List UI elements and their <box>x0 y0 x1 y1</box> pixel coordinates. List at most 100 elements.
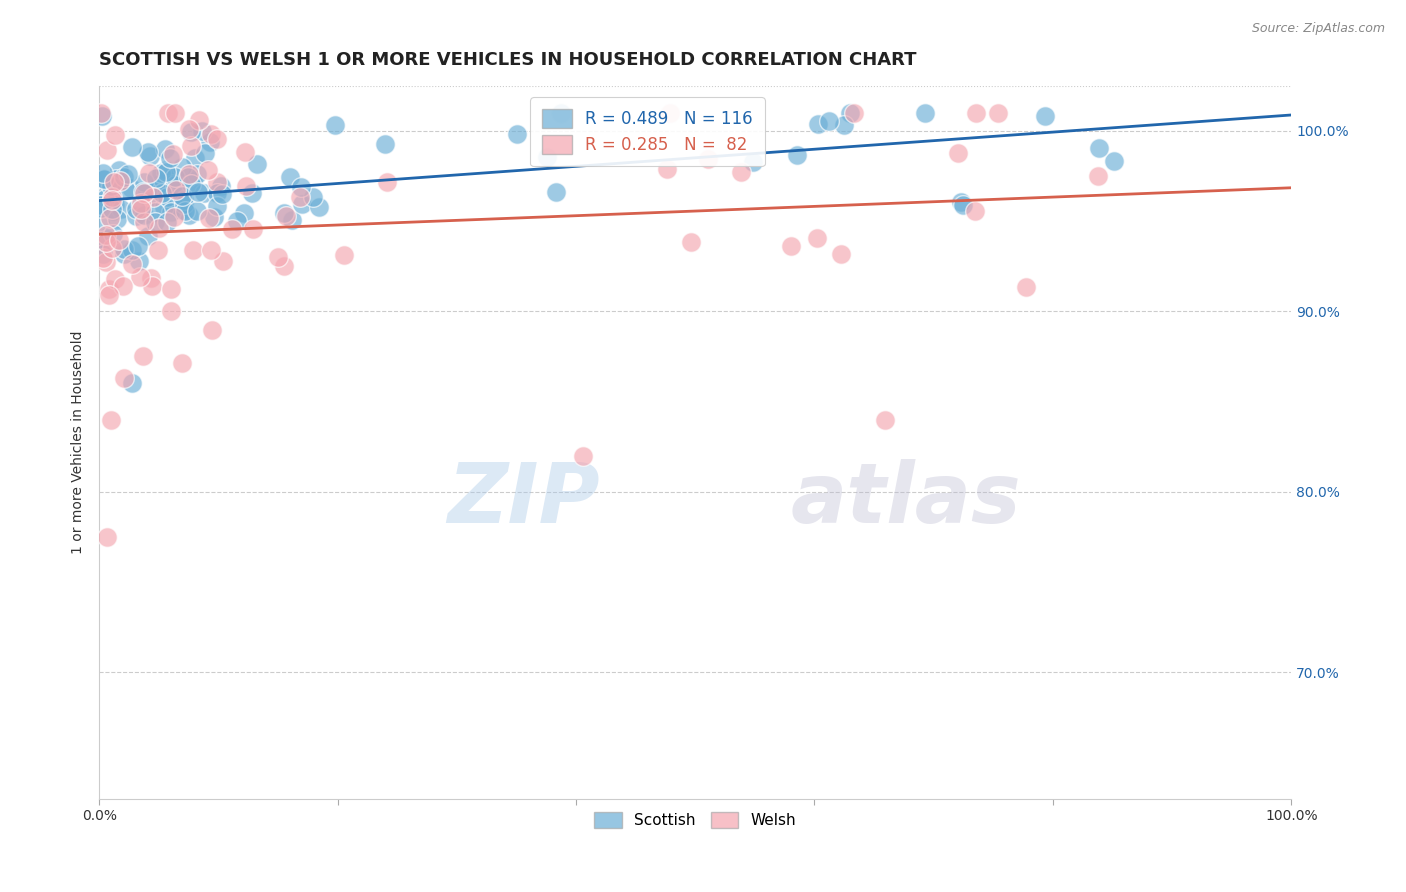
Y-axis label: 1 or more Vehicles in Household: 1 or more Vehicles in Household <box>72 330 86 554</box>
Point <box>696 152 718 166</box>
Point <box>288 190 311 204</box>
Point <box>180 177 202 191</box>
Point <box>136 184 159 198</box>
Point <box>165 201 187 215</box>
Point <box>96 530 118 544</box>
Point <box>104 171 127 186</box>
Point <box>1087 169 1109 183</box>
Point <box>96 143 118 157</box>
Point <box>174 204 197 219</box>
Point <box>374 137 396 152</box>
Point <box>104 272 127 286</box>
Point <box>205 175 228 189</box>
Point <box>112 242 135 256</box>
Point <box>830 247 852 261</box>
Point <box>179 167 201 181</box>
Point <box>103 128 125 143</box>
Point <box>93 172 115 186</box>
Point <box>246 156 269 170</box>
Point <box>839 106 862 120</box>
Point <box>832 119 855 133</box>
Point <box>112 279 135 293</box>
Point <box>103 204 125 219</box>
Point <box>90 201 112 215</box>
Point <box>212 254 235 268</box>
Point <box>142 190 165 204</box>
Point <box>156 105 179 120</box>
Point <box>952 198 974 212</box>
Point <box>681 235 703 249</box>
Point <box>156 190 179 204</box>
Point <box>91 252 114 266</box>
Point <box>806 231 828 245</box>
Point <box>194 146 217 161</box>
Text: Source: ZipAtlas.com: Source: ZipAtlas.com <box>1251 22 1385 36</box>
Point <box>240 186 263 201</box>
Point <box>233 145 256 159</box>
Point <box>162 147 184 161</box>
Point <box>98 282 121 296</box>
Point <box>186 204 208 219</box>
Point <box>235 178 257 193</box>
Point <box>180 125 202 139</box>
Point <box>186 167 208 181</box>
Point <box>291 196 314 211</box>
Point <box>93 172 115 186</box>
Point <box>97 288 120 302</box>
Point <box>101 190 124 204</box>
Point <box>221 222 243 236</box>
Point <box>200 243 222 257</box>
Point <box>141 278 163 293</box>
Point <box>91 166 114 180</box>
Point <box>202 210 225 224</box>
Point <box>155 162 177 177</box>
Point <box>160 304 183 318</box>
Point <box>506 128 529 142</box>
Point <box>323 118 346 132</box>
Point <box>156 215 179 229</box>
Point <box>965 105 987 120</box>
Point <box>117 167 139 181</box>
Point <box>136 145 159 160</box>
Point <box>129 202 152 217</box>
Point <box>333 248 356 262</box>
Point <box>730 164 752 178</box>
Point <box>108 233 131 247</box>
Point <box>165 178 187 193</box>
Point <box>170 356 193 370</box>
Point <box>193 186 215 201</box>
Point <box>98 211 121 225</box>
Point <box>125 202 148 216</box>
Point <box>132 215 155 229</box>
Point <box>89 214 111 228</box>
Point <box>138 193 160 207</box>
Point <box>112 246 135 260</box>
Point <box>121 257 143 271</box>
Point <box>742 155 765 169</box>
Point <box>150 186 173 200</box>
Point <box>97 186 120 200</box>
Point <box>129 269 152 284</box>
Point <box>655 162 678 177</box>
Point <box>138 166 160 180</box>
Point <box>132 185 155 199</box>
Point <box>112 371 135 385</box>
Point <box>200 128 222 142</box>
Point <box>184 152 207 166</box>
Point <box>914 105 936 120</box>
Point <box>179 121 201 136</box>
Point <box>104 198 127 212</box>
Point <box>301 189 323 203</box>
Point <box>136 228 159 243</box>
Point <box>659 105 682 120</box>
Point <box>115 183 138 197</box>
Point <box>101 190 124 204</box>
Point <box>89 197 111 211</box>
Point <box>149 166 172 180</box>
Point <box>132 350 155 364</box>
Point <box>134 186 156 201</box>
Point <box>375 176 398 190</box>
Point <box>290 179 312 194</box>
Point <box>145 170 167 185</box>
Point <box>90 236 112 251</box>
